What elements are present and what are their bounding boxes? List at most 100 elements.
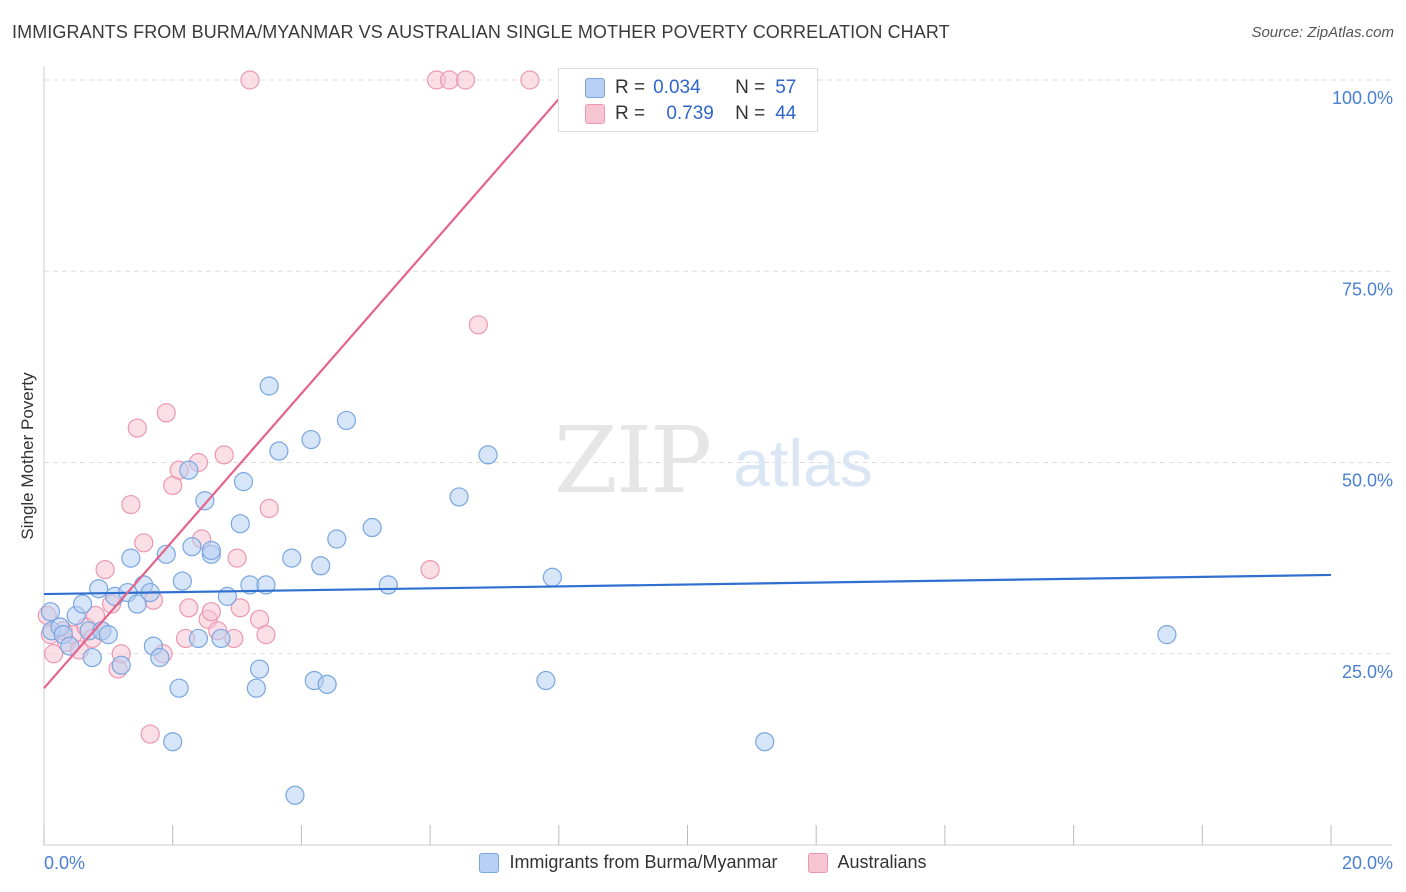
legend-swatch-blue: [479, 852, 500, 873]
y-tick-label: 50.0%: [1342, 471, 1393, 491]
legend-r-value: 0.034: [653, 77, 701, 98]
legend-swatch-pink: [807, 852, 828, 873]
data-point: [60, 636, 80, 656]
data-point: [285, 785, 305, 805]
legend-item-australians[interactable]: Australians: [807, 852, 927, 873]
legend-n-value: 57: [775, 77, 797, 98]
data-point: [98, 625, 118, 645]
legend-n-key: N =: [735, 77, 766, 98]
legend-item-burma[interactable]: Immigrants from Burma/Myanmar: [479, 852, 778, 873]
data-point: [420, 559, 440, 580]
data-point: [230, 598, 250, 618]
data-point: [233, 472, 254, 492]
legend-r-value: 0.739: [666, 103, 714, 124]
series-legend: Immigrants from Burma/Myanmar Australian…: [0, 852, 1406, 873]
data-point: [468, 315, 488, 335]
gridlines: [44, 79, 1392, 655]
data-point: [95, 559, 115, 580]
trend-lines: [43, 94, 1332, 689]
data-point: [44, 644, 64, 664]
chart-title: IMMIGRANTS FROM BURMA/MYANMAR VS AUSTRAL…: [12, 22, 950, 42]
data-point: [211, 628, 231, 649]
legend-swatch-pink: [585, 104, 605, 124]
data-point: [73, 594, 93, 614]
data-point: [327, 529, 347, 549]
x-tick-label: 0.0%: [44, 853, 85, 873]
legend-r-key: R =: [615, 103, 646, 124]
data-point: [336, 410, 357, 431]
data-point: [82, 647, 102, 668]
data-point: [227, 548, 247, 568]
data-point: [201, 602, 221, 622]
trend-line-australians: [43, 94, 563, 689]
data-point: [156, 544, 176, 564]
data-point: [40, 602, 61, 622]
data-point: [182, 537, 202, 557]
data-point: [282, 548, 302, 568]
data-point: [127, 418, 147, 438]
data-point: [449, 487, 469, 507]
data-point: [1157, 625, 1177, 645]
data-point: [188, 628, 209, 649]
data-point: [259, 376, 279, 396]
data-point: [301, 429, 321, 450]
data-point: [317, 674, 337, 694]
watermark-zip: ZIP: [554, 407, 710, 514]
data-point: [217, 586, 237, 606]
data-point: [536, 670, 556, 691]
data-point: [140, 724, 160, 744]
data-point: [256, 625, 276, 645]
data-point: [214, 445, 234, 465]
watermark: ZIP atlas: [554, 407, 873, 514]
y-tick-label: 25.0%: [1342, 662, 1393, 682]
data-point: [111, 655, 131, 675]
trend-line-burma: [43, 573, 1332, 596]
data-point: [259, 498, 279, 518]
data-point: [150, 647, 170, 668]
data-point: [439, 70, 460, 90]
data-point: [542, 567, 562, 587]
data-point: [121, 548, 141, 568]
data-point: [89, 579, 109, 599]
data-point: [269, 441, 289, 461]
data-point: [520, 70, 540, 90]
axes: [43, 66, 1392, 846]
data-point: [156, 403, 176, 423]
correlation-legend: R = 0.034 N = 57 R = 0.739 N = 44: [558, 68, 818, 132]
data-point: [172, 571, 192, 591]
legend-swatch-blue: [585, 78, 605, 98]
legend-row-australians: R = 0.739 N = 44: [585, 102, 796, 126]
legend-n-key: N =: [735, 103, 766, 124]
data-point: [169, 678, 189, 698]
data-point: [249, 659, 270, 679]
y-tick-label: 75.0%: [1342, 279, 1393, 299]
legend-n-value: 44: [775, 103, 797, 124]
data-point: [478, 445, 498, 465]
data-point: [201, 540, 221, 561]
legend-label-australians: Australians: [837, 852, 927, 872]
data-point: [246, 678, 266, 698]
data-point: [179, 460, 199, 480]
watermark-atlas: atlas: [733, 426, 872, 500]
tick-labels: 25.0% 50.0% 75.0% 100.0% 0.0% 20.0%: [44, 88, 1393, 873]
data-point: [240, 70, 260, 90]
data-point: [127, 594, 147, 614]
data-point: [755, 732, 775, 752]
data-point: [195, 491, 215, 511]
legend-r-key: R =: [615, 77, 646, 98]
data-point: [163, 732, 183, 752]
data-point: [230, 514, 250, 534]
source-credit: Source: ZipAtlas.com: [1251, 24, 1394, 41]
data-point: [311, 556, 331, 576]
data-point: [179, 598, 199, 618]
y-tick-label: 100.0%: [1332, 88, 1393, 108]
data-point: [121, 494, 141, 515]
data-point: [134, 533, 154, 553]
x-tick-label: 20.0%: [1342, 853, 1393, 873]
legend-label-burma: Immigrants from Burma/Myanmar: [509, 852, 778, 872]
data-point: [378, 575, 398, 595]
data-point: [455, 70, 476, 90]
data-point: [362, 517, 382, 538]
data-point: [256, 575, 276, 595]
